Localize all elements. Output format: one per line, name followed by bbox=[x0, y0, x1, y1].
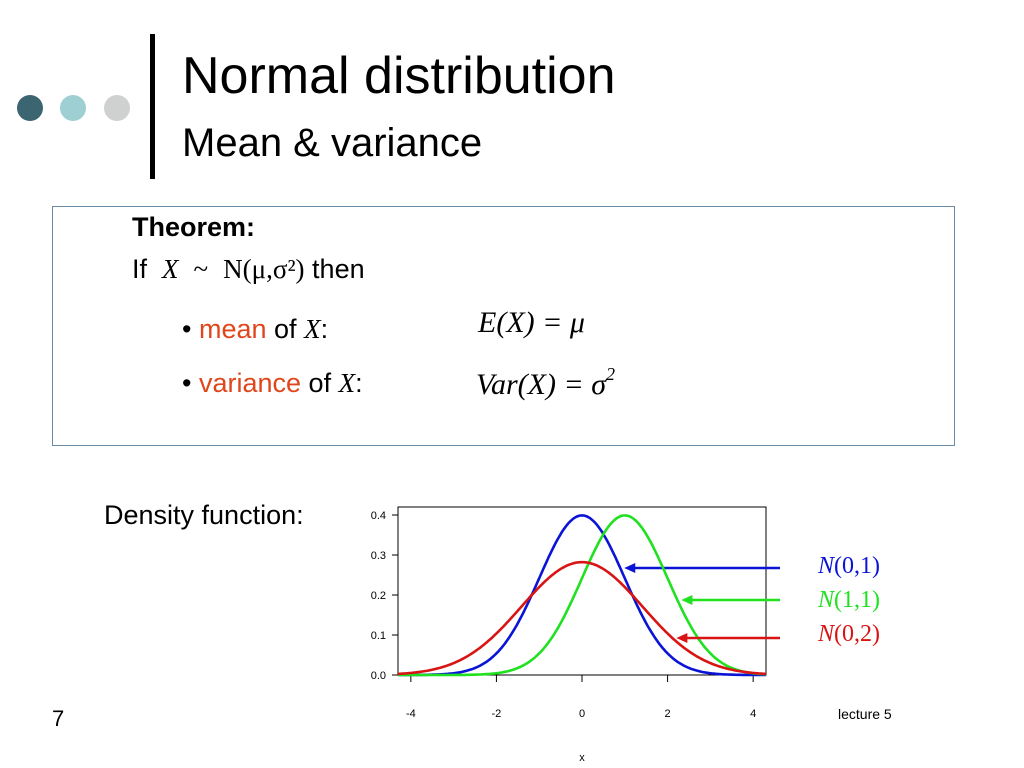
theorem-condition: If X ~ N(μ,σ²) then bbox=[132, 254, 365, 285]
x-tick-label-4: 4 bbox=[750, 708, 756, 720]
colon: : bbox=[320, 314, 329, 344]
of-word: of bbox=[274, 314, 297, 344]
series-arrowhead-2 bbox=[676, 633, 688, 643]
bullet-glyph: • bbox=[182, 314, 192, 344]
series-label-n01: N(0,1) bbox=[818, 553, 880, 580]
series-line-2 bbox=[397, 560, 767, 676]
x-tick-label--2: -2 bbox=[492, 708, 502, 720]
x-axis-label: x bbox=[579, 752, 585, 764]
plot-frame bbox=[397, 506, 767, 676]
bullet-glyph: • bbox=[182, 368, 192, 398]
series-label-n11: N(1,1) bbox=[818, 587, 880, 614]
series-label-params: (1,1) bbox=[834, 587, 880, 613]
x-tick-label--4: -4 bbox=[406, 708, 416, 720]
slide-subtitle: Mean & variance bbox=[182, 121, 483, 165]
variance-formula-body: Var(X) = σ bbox=[476, 368, 607, 401]
mean-formula: E(X) = μ bbox=[478, 306, 585, 339]
tilde-symbol: ~ bbox=[193, 254, 209, 284]
series-label-letter: N bbox=[818, 587, 835, 613]
colon: : bbox=[355, 368, 363, 398]
distribution-notation: N(μ,σ²) bbox=[223, 254, 305, 284]
x-tick-label-2: 2 bbox=[665, 708, 671, 720]
slide-title: Normal distribution bbox=[182, 47, 616, 105]
mean-bullet: • mean of X: bbox=[182, 314, 328, 345]
x-variable: X bbox=[162, 254, 179, 284]
variance-exponent: 2 bbox=[606, 364, 616, 384]
variance-word: variance bbox=[198, 368, 302, 398]
series-label-n02: N(0,2) bbox=[818, 621, 880, 648]
variance-formula: Var(X) = σ2 bbox=[476, 364, 615, 402]
x-variable: X bbox=[338, 368, 356, 398]
theorem-heading: Theorem: bbox=[132, 212, 256, 242]
series-arrowhead-0 bbox=[624, 563, 636, 573]
mean-word: mean bbox=[198, 314, 267, 344]
y-tick-label-0.2: 0.2 bbox=[371, 590, 386, 602]
if-word: If bbox=[132, 254, 148, 284]
y-tick-label-0.3: 0.3 bbox=[371, 550, 386, 562]
y-tick-label-0.0: 0.0 bbox=[371, 670, 386, 682]
y-tick-label-0.1: 0.1 bbox=[371, 630, 386, 642]
series-label-params: (0,2) bbox=[834, 621, 880, 647]
variance-bullet: • variance of X: bbox=[182, 368, 363, 399]
decor-dot-teal bbox=[60, 95, 86, 121]
x-variable: X bbox=[304, 314, 321, 344]
series-label-params: (0,1) bbox=[834, 553, 880, 579]
of-word: of bbox=[308, 368, 332, 398]
then-word: then bbox=[312, 254, 365, 284]
footer-lecture: lecture 5 bbox=[838, 706, 892, 722]
series-label-letter: N bbox=[818, 553, 835, 579]
density-label: Density function: bbox=[104, 500, 304, 530]
page-number: 7 bbox=[52, 706, 65, 731]
title-divider bbox=[150, 34, 155, 179]
decor-dot-dark bbox=[17, 95, 43, 121]
theorem-box bbox=[52, 206, 955, 446]
x-tick-label-0: 0 bbox=[579, 708, 585, 720]
series-label-letter: N bbox=[818, 621, 835, 647]
decor-dot-grey bbox=[104, 95, 130, 121]
series-line-0 bbox=[398, 514, 766, 677]
density-chart: 0.0 0.1 0.2 0.3 0.4 -4 -2 0 2 4 x bbox=[371, 506, 780, 764]
series-line-1 bbox=[398, 514, 767, 677]
y-tick-label-0.4: 0.4 bbox=[371, 510, 386, 522]
series-arrowhead-1 bbox=[681, 595, 693, 605]
